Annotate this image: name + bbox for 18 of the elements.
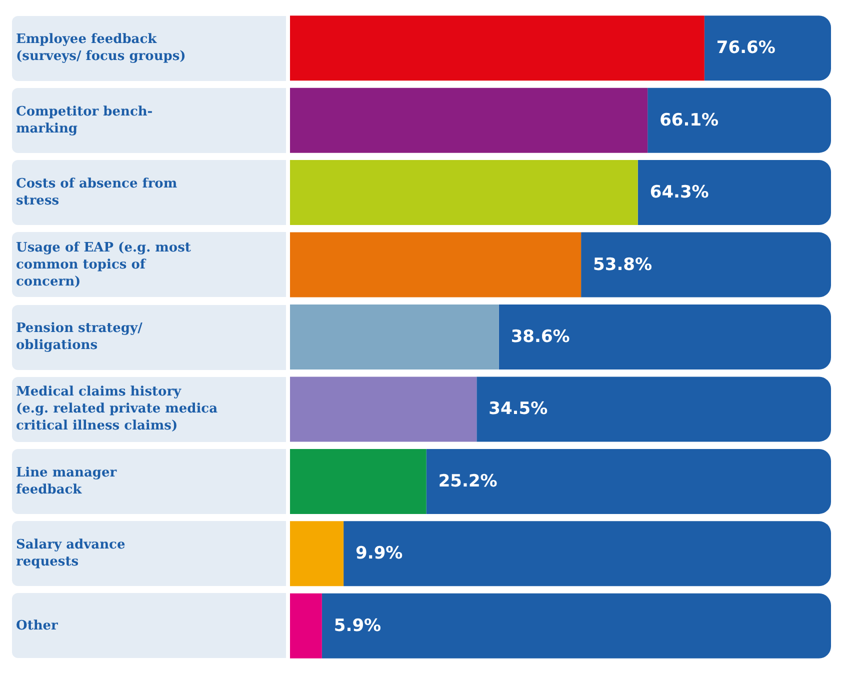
y-tick-label: Usage of EAP (e.g. most common topics of concern) <box>16 240 191 290</box>
data-label: 5.9% <box>334 616 382 636</box>
y-tick-label: Other <box>16 618 58 634</box>
data-label: 53.8% <box>593 254 652 275</box>
y-tick-label: Competitor bench- marking <box>16 104 153 136</box>
data-label: 38.6% <box>510 327 570 347</box>
data-label: 9.9% <box>356 544 403 564</box>
data-label: 64.3% <box>650 182 709 203</box>
data-label: 25.2% <box>438 471 498 492</box>
data-label: 66.1% <box>660 110 719 130</box>
data-label: 34.5% <box>488 399 548 420</box>
y-tick-label: Medical claims history (e.g. related private medica critical illness claims) <box>16 384 218 434</box>
data-label: 76.6% <box>716 38 776 58</box>
y-tick-label: Salary advance requests <box>16 538 126 570</box>
y-tick-label: Costs of absence from stress <box>16 176 178 209</box>
y-tick-label: Line manager feedback <box>16 465 117 498</box>
y-tick-label: Pension strategy/ obligations <box>16 321 143 353</box>
y-tick-label: Employee feedback (surveys/ focus groups) <box>16 32 186 64</box>
